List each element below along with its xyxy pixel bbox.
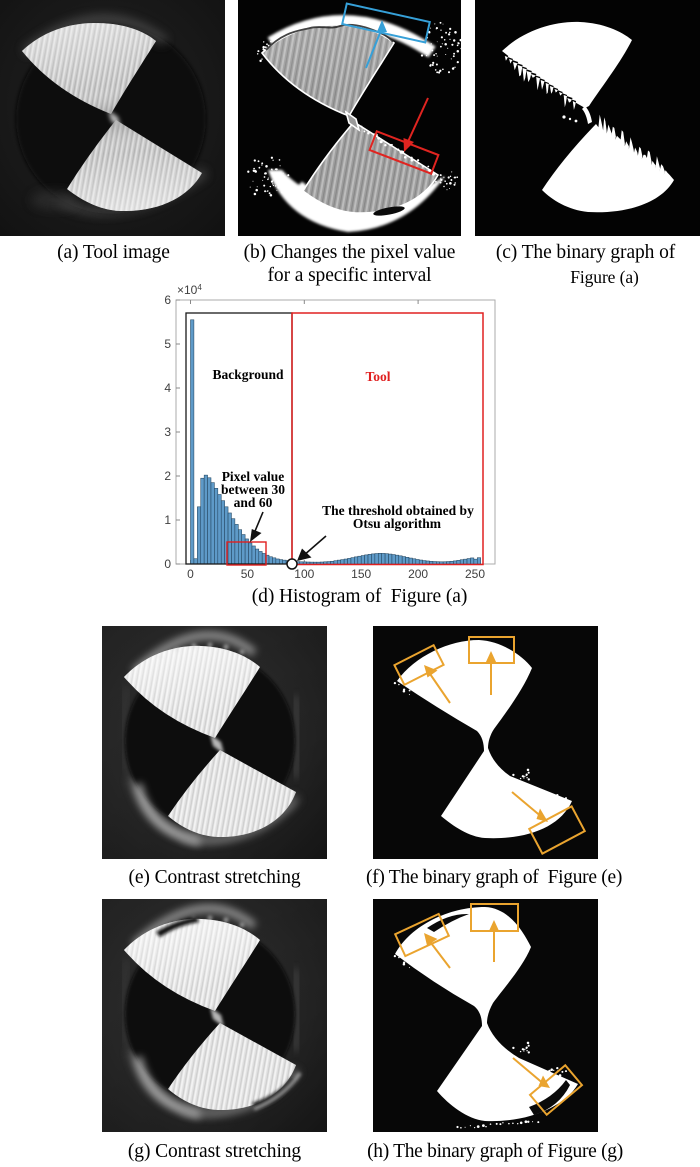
svg-text:6: 6	[164, 293, 171, 307]
svg-text:100: 100	[294, 567, 314, 581]
svg-text:200: 200	[408, 567, 428, 581]
svg-text:Pixel value: Pixel value	[222, 469, 285, 484]
svg-text:Tool: Tool	[365, 369, 390, 384]
svg-text:and 60: and 60	[234, 495, 273, 510]
svg-text:2: 2	[164, 469, 171, 483]
svg-text:150: 150	[351, 567, 371, 581]
svg-text:1: 1	[164, 513, 171, 527]
svg-text:5: 5	[164, 337, 171, 351]
svg-text:×104: ×104	[177, 284, 202, 297]
svg-text:Otsu algorithm: Otsu algorithm	[353, 516, 442, 531]
svg-text:0: 0	[187, 567, 194, 581]
svg-text:between 30: between 30	[221, 482, 285, 497]
svg-text:50: 50	[241, 567, 255, 581]
svg-text:250: 250	[465, 567, 485, 581]
svg-text:3: 3	[164, 425, 171, 439]
svg-text:Background: Background	[212, 367, 284, 382]
svg-text:4: 4	[164, 381, 171, 395]
svg-text:0: 0	[164, 557, 171, 571]
svg-text:The threshold obtained by: The threshold obtained by	[322, 503, 474, 518]
